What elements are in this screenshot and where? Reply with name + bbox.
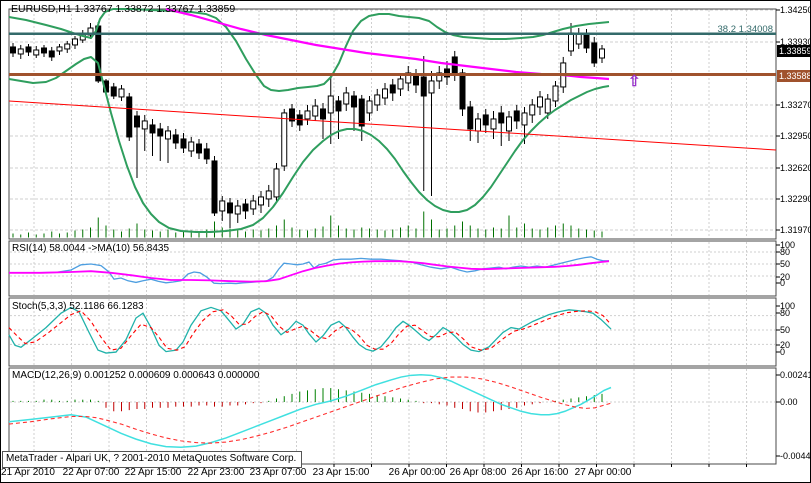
rsi-indicator-label: RSI(14) 58.0044 ->MA(10) 56.8435 bbox=[12, 243, 170, 254]
time-axis-label: 27 Apr 00:00 bbox=[574, 467, 632, 478]
stoch-scale-label: 50 bbox=[780, 325, 791, 335]
candles bbox=[10, 22, 605, 228]
time-axis-label: 26 Apr 08:00 bbox=[449, 467, 507, 478]
order-level-badge: 1.33588 bbox=[777, 70, 811, 82]
time-axis-label: 26 Apr 00:00 bbox=[388, 467, 446, 478]
rsi-scale-label: 0 bbox=[780, 278, 786, 288]
stoch-scale-label: 20 bbox=[780, 340, 791, 350]
price-axis-label: 1.32290 bbox=[780, 194, 811, 204]
price-axis-label: 1.34250 bbox=[780, 5, 811, 15]
time-axis-label: 23 Apr 15:00 bbox=[312, 467, 370, 478]
time-axis-label: 23 Apr 07:00 bbox=[249, 467, 307, 478]
price-axis-label: 1.33930 bbox=[780, 37, 811, 47]
stoch-scale-label: 80 bbox=[780, 308, 791, 318]
price-axis-label: 1.32620 bbox=[780, 163, 811, 173]
status-bar-copyright: MetaTrader - Alpari UK, ? 2001-2010 Meta… bbox=[2, 451, 303, 468]
macd-scale-label: 0.00 bbox=[780, 397, 798, 407]
time-axis-label: 22 Apr 07:00 bbox=[62, 467, 120, 478]
up-arrow-icon: ⇧ bbox=[628, 73, 641, 90]
price-axis-label: 1.33270 bbox=[780, 100, 811, 110]
time-axis-label: 22 Apr 23:00 bbox=[187, 467, 245, 478]
chart-title-ohlc: EURUSD,H1 1.33767 1.33872 1.33767 1.3385… bbox=[11, 3, 236, 15]
stoch-scale-label: 100 bbox=[780, 301, 796, 311]
current-price-badge: 1.33859 bbox=[777, 45, 811, 57]
fib-level-label: 38.2 1.34008 bbox=[717, 24, 773, 35]
stoch-scale-label: 0 bbox=[780, 347, 786, 357]
rsi-scale-label: 80 bbox=[780, 247, 791, 257]
rsi-scale-label: 50 bbox=[780, 259, 791, 269]
volume-bars bbox=[12, 211, 603, 238]
macd-scale-label: 0.00241 bbox=[780, 370, 811, 380]
time-axis-label: 21 Apr 2010 bbox=[1, 467, 55, 478]
time-axis-label: 22 Apr 15:00 bbox=[124, 467, 182, 478]
time-axis-label: 26 Apr 16:00 bbox=[511, 467, 569, 478]
macd-indicator-label: MACD(12,26,9) 0.001252 0.000609 0.000643… bbox=[12, 370, 260, 381]
rsi-scale-label: 100 bbox=[780, 240, 796, 250]
price-axis-label: 1.32950 bbox=[780, 131, 811, 141]
price-axis-label: 1.31970 bbox=[780, 225, 811, 235]
stoch-indicator-label: Stoch(5,3,3) 52.1186 66.1283 bbox=[12, 301, 144, 312]
rsi-scale-label: 20 bbox=[780, 272, 791, 282]
